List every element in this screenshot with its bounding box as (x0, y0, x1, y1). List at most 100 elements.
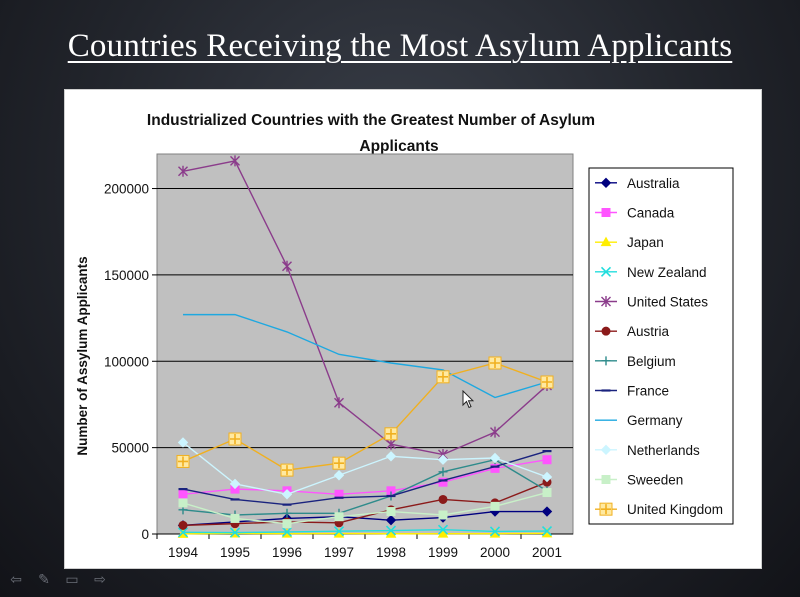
data-point-canada (542, 455, 552, 465)
legend-label: Japan (627, 235, 664, 250)
legend-marker (600, 177, 612, 189)
data-point-new-zealand (333, 526, 345, 537)
series-germany (183, 313, 548, 399)
legend-label: Belgium (627, 354, 676, 369)
data-point-netherlands (489, 452, 501, 464)
series-line-australia (182, 510, 547, 527)
data-point-united-kingdom (332, 456, 346, 470)
legend-entry-new-zealand: New Zealand (595, 265, 707, 280)
data-point-sweeden (230, 513, 240, 523)
data-point-australia (385, 514, 397, 526)
series-line-netherlands (182, 441, 548, 495)
x-tick-label: 2001 (532, 545, 562, 560)
data-point-united-kingdom (436, 370, 450, 384)
y-tick-label: 50000 (111, 441, 149, 456)
data-point-united-kingdom-cross (282, 465, 292, 476)
legend-label: New Zealand (627, 265, 707, 280)
data-point-new-zealand (489, 526, 501, 537)
x-tick-label: 1996 (272, 545, 302, 560)
data-point-canada (178, 489, 188, 499)
data-point-new-zealand (437, 524, 449, 535)
series-united-states (178, 155, 552, 461)
legend-entry-austria: Austria (595, 324, 670, 339)
series-line-united-kingdom (182, 362, 548, 471)
y-tick-label: 100000 (104, 354, 149, 369)
y-tick-label: 150000 (104, 268, 149, 283)
data-point-sweeden (438, 510, 448, 520)
series-line-canada (182, 459, 548, 495)
data-point-sweeden (282, 519, 292, 529)
x-tick-label: 1998 (376, 545, 406, 560)
y-tick-label: 200000 (104, 182, 149, 197)
legend-marker (601, 208, 611, 217)
legend-marker-cross (601, 504, 611, 515)
data-point-belgium (438, 467, 448, 477)
legend-entry-netherlands: Netherlands (595, 443, 700, 458)
data-point-united-kingdom (228, 432, 242, 446)
data-point-new-zealand (281, 526, 293, 537)
series-sweeden (178, 488, 552, 529)
data-point-austria (438, 494, 448, 504)
legend-entry-canada: Canada (595, 206, 675, 221)
legend-marker (600, 444, 612, 456)
series-line-sweeden (182, 491, 548, 525)
data-point-united-kingdom-cross (334, 458, 344, 469)
data-point-united-states (386, 438, 396, 450)
menu-icon[interactable]: ▭ (65, 572, 79, 588)
data-point-sweeden (490, 501, 500, 511)
data-point-sweeden (178, 498, 188, 508)
data-point-united-states (282, 260, 292, 272)
legend-marker (601, 296, 611, 307)
data-point-united-kingdom-cross (386, 428, 396, 439)
data-point-netherlands (281, 489, 293, 500)
data-point-new-zealand (385, 525, 397, 536)
data-point-united-kingdom (176, 454, 190, 468)
legend-box (588, 167, 734, 525)
legend-entry-sweeden: Sweeden (595, 473, 683, 488)
chart-title-line-2: Applicants (359, 138, 438, 155)
data-point-united-kingdom (540, 375, 554, 389)
x-tick-label: 2000 (480, 545, 510, 560)
legend-marker (601, 475, 611, 484)
previous-arrow-icon[interactable]: ⇦ (10, 572, 22, 588)
pen-icon[interactable]: ✎ (38, 572, 50, 588)
data-point-netherlands (229, 478, 241, 490)
chart-panel: Industrialized Countries with the Greate… (64, 89, 762, 569)
legend-entry-germany: Germany (595, 413, 683, 428)
data-point-united-kingdom-cross (490, 358, 500, 368)
chart-title-line-1: Industrialized Countries with the Greate… (147, 112, 595, 129)
data-point-united-kingdom-cross (438, 371, 448, 382)
data-point-new-zealand (177, 527, 189, 538)
series-united-kingdom (176, 356, 554, 477)
series-line-new-zealand (182, 528, 548, 534)
legend-label: Sweeden (627, 473, 683, 488)
data-point-united-states (178, 165, 188, 177)
mouse-pointer-icon (462, 390, 474, 409)
x-tick-label: 1999 (428, 545, 458, 560)
legend-label: France (627, 384, 669, 399)
legend-label: Germany (627, 413, 683, 428)
data-point-united-kingdom (280, 463, 294, 477)
data-point-united-kingdom-cross (542, 377, 552, 387)
series-france (178, 449, 552, 506)
legend-entry-united-states: United States (595, 295, 708, 310)
legend-marker (600, 266, 612, 277)
next-arrow-icon[interactable]: ⇨ (94, 572, 106, 588)
data-point-united-kingdom (384, 427, 398, 441)
data-point-united-states (230, 155, 240, 167)
data-point-sweeden (542, 488, 552, 498)
series-line-united-states (182, 160, 548, 456)
data-point-belgium (282, 508, 292, 518)
legend-entry-france: France (595, 384, 669, 399)
data-point-japan (437, 528, 449, 538)
legend-marker (600, 236, 612, 247)
data-point-sweeden (334, 512, 344, 522)
data-point-new-zealand (541, 525, 553, 537)
x-tick-label: 1994 (168, 545, 199, 560)
series-line-belgium (182, 458, 548, 516)
legend-entry-belgium: Belgium (595, 354, 676, 369)
legend-label: Austria (627, 324, 670, 339)
plot-area (156, 153, 574, 535)
data-point-netherlands (541, 471, 553, 483)
data-point-united-states (334, 397, 344, 409)
